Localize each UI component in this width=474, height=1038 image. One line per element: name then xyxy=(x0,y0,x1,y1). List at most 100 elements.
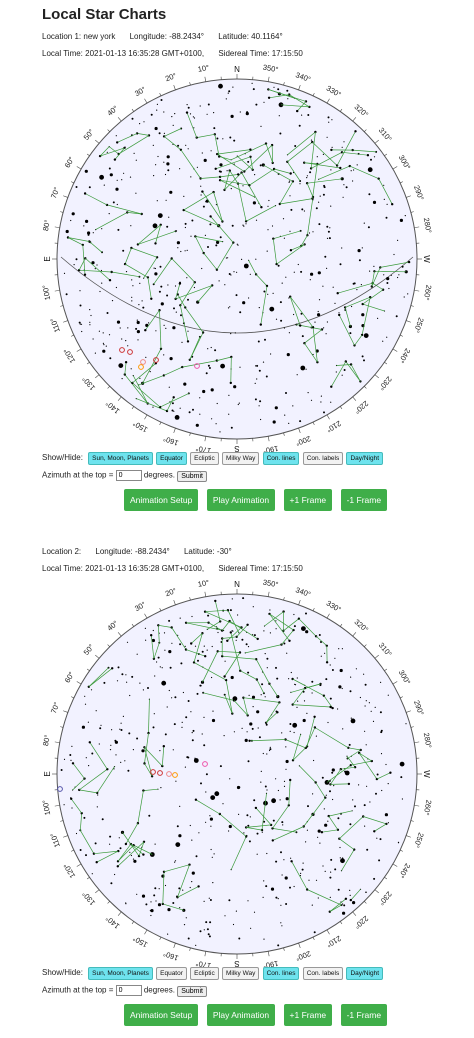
star xyxy=(192,661,196,664)
star xyxy=(141,749,145,753)
constellation-line xyxy=(336,131,356,166)
star xyxy=(208,935,211,938)
star xyxy=(230,274,232,276)
tick-mark xyxy=(326,929,330,935)
star xyxy=(165,327,167,329)
star xyxy=(167,284,169,286)
star xyxy=(221,655,224,658)
star xyxy=(228,830,230,832)
star xyxy=(178,834,182,838)
toggle-con-lines[interactable]: Con. lines xyxy=(262,452,300,465)
star xyxy=(259,164,262,167)
constellation-line xyxy=(78,768,108,791)
constellation-line xyxy=(265,702,280,723)
star xyxy=(190,642,193,645)
toggle-day-night[interactable]: Day/Night xyxy=(346,967,384,980)
star xyxy=(318,299,321,301)
star xyxy=(111,667,114,670)
azimuth-label: 40° xyxy=(105,104,119,118)
star xyxy=(81,725,85,729)
star xyxy=(130,225,132,227)
star xyxy=(172,326,176,330)
minus-one-frame-button[interactable]: -1 Frame xyxy=(340,489,388,511)
submit-button[interactable]: Submit xyxy=(177,470,208,482)
star xyxy=(369,801,371,803)
play-animation-button[interactable]: Play Animation xyxy=(206,1004,276,1026)
star xyxy=(315,879,318,881)
star-chart-2[interactable]: 10°20°30°40°50°60°70°80°100°110°120°130°… xyxy=(40,577,434,971)
constellation-line xyxy=(132,382,161,408)
constellation-line xyxy=(144,747,163,767)
constellation-line xyxy=(190,632,203,644)
local-time: Local Time: 2021-01-13 16:35:28 GMT+0100… xyxy=(42,49,205,58)
star xyxy=(147,134,151,137)
animation-setup-button[interactable]: Animation Setup xyxy=(124,1004,199,1026)
star xyxy=(100,269,102,272)
star xyxy=(318,201,320,203)
star xyxy=(203,645,205,647)
star xyxy=(196,166,198,168)
animation-setup-button[interactable]: Animation Setup xyxy=(124,489,199,511)
azimuth-input[interactable] xyxy=(115,470,142,481)
toggle-sun-moon-planets[interactable]: Sun, Moon, Planets xyxy=(88,967,153,980)
star xyxy=(364,730,366,732)
tick-mark xyxy=(414,804,420,807)
plus-one-frame-button[interactable]: +1 Frame xyxy=(283,489,333,511)
star xyxy=(367,226,370,229)
azimuth-input[interactable] xyxy=(115,985,142,996)
azimuth-label: 260° xyxy=(422,799,434,816)
star xyxy=(277,944,280,947)
tick-mark xyxy=(107,644,110,647)
constellation-line xyxy=(229,170,239,184)
star xyxy=(163,161,165,163)
star xyxy=(139,377,141,379)
toggle-equator[interactable]: Equator xyxy=(156,967,187,980)
toggle-con-labels[interactable]: Con. labels xyxy=(302,967,344,980)
toggle-milky-way[interactable]: Milky Way xyxy=(221,452,260,465)
star xyxy=(229,778,231,780)
azimuth-label: 150° xyxy=(131,934,149,950)
toggle-day-night[interactable]: Day/Night xyxy=(346,452,384,465)
constellation-line xyxy=(143,257,158,279)
toggle-con-lines[interactable]: Con. lines xyxy=(262,967,300,980)
constellation-line xyxy=(264,611,284,627)
toggle-con-labels[interactable]: Con. labels xyxy=(302,452,344,465)
toggle-ecliptic[interactable]: Ecliptic xyxy=(190,967,219,980)
constellation-line xyxy=(215,156,251,170)
star xyxy=(251,82,253,84)
constellation-line xyxy=(237,155,253,171)
star xyxy=(233,731,235,733)
toggle-milky-way[interactable]: Milky Way xyxy=(221,967,260,980)
toggle-equator[interactable]: Equator xyxy=(156,452,187,465)
star xyxy=(135,192,137,194)
star-chart-1[interactable]: 10°20°30°40°50°60°70°80°100°110°120°130°… xyxy=(40,62,434,456)
toggle-sun-moon-planets[interactable]: Sun, Moon, Planets xyxy=(88,452,153,465)
tick-mark xyxy=(204,436,207,442)
toggle-ecliptic[interactable]: Ecliptic xyxy=(190,452,219,465)
star xyxy=(191,739,194,742)
submit-button[interactable]: Submit xyxy=(177,985,208,997)
star xyxy=(255,365,257,367)
minus-one-frame-button[interactable]: -1 Frame xyxy=(340,1004,388,1026)
star xyxy=(274,406,278,410)
star xyxy=(320,395,322,397)
star xyxy=(129,851,131,853)
constellation-line xyxy=(298,618,317,637)
star xyxy=(256,364,259,367)
star xyxy=(301,626,306,631)
star xyxy=(351,305,353,308)
plus-one-frame-button[interactable]: +1 Frame xyxy=(283,1004,333,1026)
star xyxy=(335,371,337,373)
star xyxy=(202,205,205,208)
star xyxy=(383,198,385,200)
constellation-line xyxy=(273,230,301,240)
star xyxy=(211,645,213,648)
constellation-line xyxy=(114,147,125,160)
play-animation-button[interactable]: Play Animation xyxy=(206,489,276,511)
constellation-line xyxy=(340,766,356,770)
constellation-line xyxy=(96,766,115,794)
star xyxy=(329,876,332,879)
star xyxy=(222,803,224,805)
tick-mark xyxy=(384,153,388,157)
azimuth-label: 20° xyxy=(164,71,178,83)
